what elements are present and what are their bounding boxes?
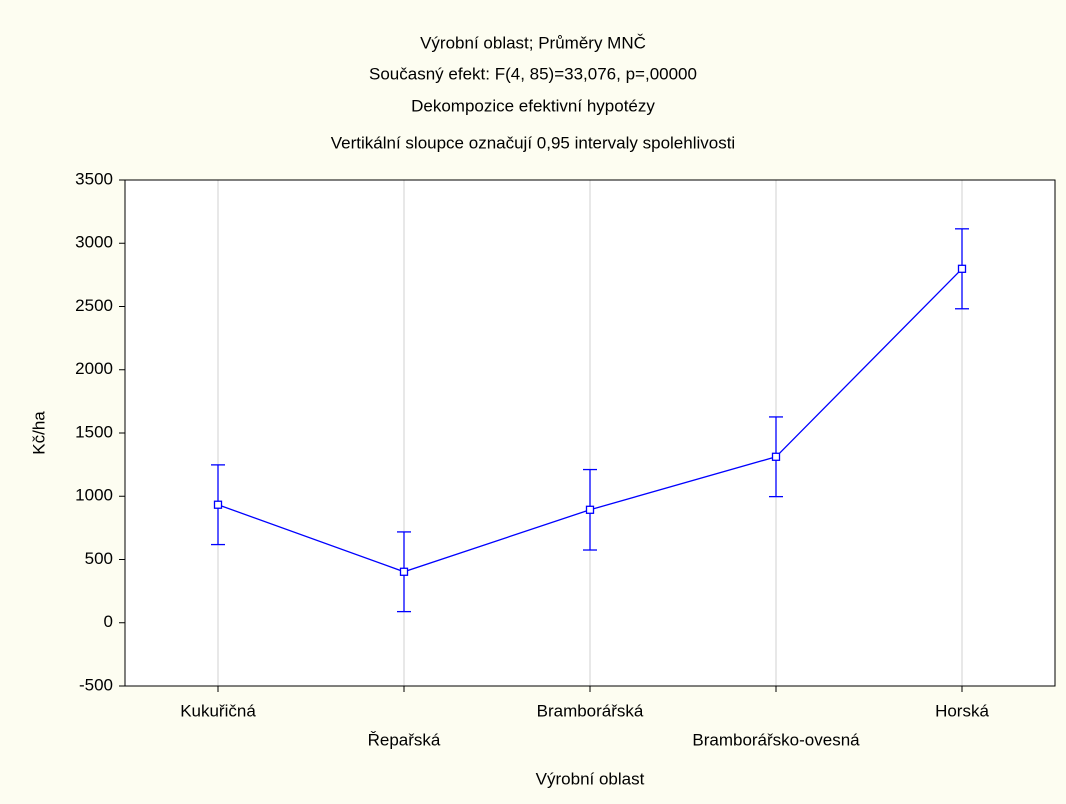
y-tick-label: 1500: [75, 422, 113, 441]
x-tick-label: Kukuřičná: [180, 701, 256, 720]
chart-subtitle: Současný efekt: F(4, 85)=33,076, p=,0000…: [369, 64, 697, 83]
plot-frame: [124, 179, 1056, 687]
y-tick-label: 0: [104, 612, 113, 631]
y-tick-label: 2500: [75, 296, 113, 315]
x-tick-label: Bramborářsko-ovesná: [692, 730, 860, 749]
x-tick-label: Bramborářská: [537, 701, 644, 720]
x-axis-label: Výrobní oblast: [536, 769, 645, 788]
chart-title: Výrobní oblast; Průměry MNČ: [420, 33, 646, 52]
y-tick-label: 3500: [75, 169, 113, 188]
x-tick-label: Řepařská: [368, 730, 441, 749]
y-tick-label: 500: [85, 549, 113, 568]
point-marker: [957, 264, 967, 273]
y-tick-label: -500: [79, 675, 113, 694]
point-marker: [399, 567, 409, 576]
y-axis-label: Kč/ha: [29, 411, 48, 455]
chart-subtitle: Dekompozice efektivní hypotézy: [411, 96, 655, 115]
y-tick-label: 2000: [75, 359, 113, 378]
point-marker: [213, 500, 223, 509]
y-tick-label: 1000: [75, 486, 113, 505]
chart-subtitle: Vertikální sloupce označují 0,95 interva…: [331, 133, 735, 152]
point-marker: [585, 505, 595, 514]
point-marker: [771, 452, 781, 461]
y-tick-label: 3000: [75, 233, 113, 252]
x-tick-label: Horská: [935, 701, 989, 720]
